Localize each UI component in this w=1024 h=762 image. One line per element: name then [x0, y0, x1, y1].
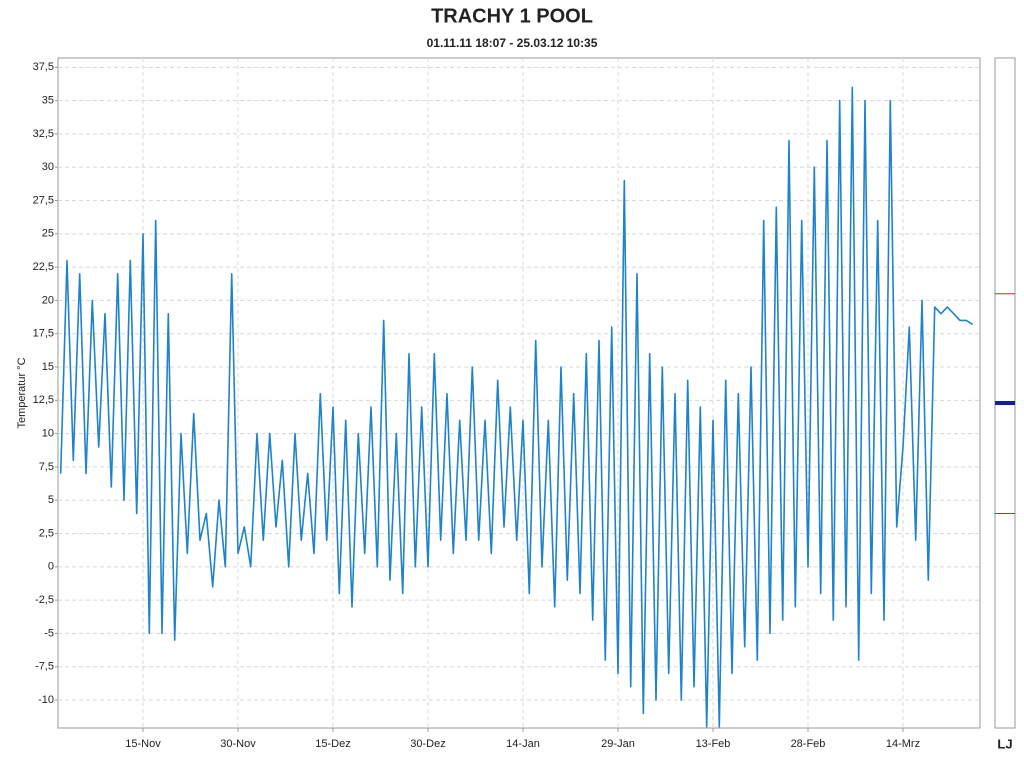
- y-tick-label: 20: [42, 294, 54, 306]
- y-tick-label: 17,5: [33, 328, 54, 340]
- y-axis-label: Temperatur °C: [16, 357, 28, 428]
- y-tick-label: 22,5: [33, 261, 54, 273]
- y-tick-label: 32,5: [33, 128, 54, 140]
- x-tick-label: 14-Jan: [506, 738, 540, 750]
- gauge-label: LJ: [997, 736, 1012, 751]
- chart-subtitle: 01.11.11 18:07 - 25.03.12 10:35: [427, 36, 598, 50]
- x-tick-label: 30-Nov: [220, 738, 256, 750]
- y-tick-label: -5: [44, 627, 54, 639]
- y-tick-label: 10: [42, 428, 54, 440]
- plot-frame: [57, 57, 981, 729]
- y-tick-label: 0: [48, 561, 54, 573]
- x-tick-label: 28-Feb: [791, 738, 826, 750]
- chart-title: TRACHY 1 POOL: [431, 5, 593, 27]
- y-tick-label: 35: [42, 95, 54, 107]
- x-tick-label: 30-Dez: [410, 738, 445, 750]
- y-tick-label: 30: [42, 161, 54, 173]
- y-tick-label: -2,5: [35, 594, 54, 606]
- y-tick-label: -10: [38, 694, 54, 706]
- temperature-line: [59, 86, 974, 728]
- x-tick-label: 14-Mrz: [886, 738, 920, 750]
- y-tick-label: 12,5: [33, 394, 54, 406]
- y-tick-label: 7,5: [39, 461, 54, 473]
- y-tick-label: 2,5: [39, 527, 54, 539]
- y-tick-label: 5: [48, 494, 54, 506]
- y-tick-label: 37,5: [33, 61, 54, 73]
- gauge-frame: [994, 57, 1016, 729]
- y-tick-label: -7,5: [35, 661, 54, 673]
- x-tick-label: 13-Feb: [696, 738, 731, 750]
- y-tick-label: 25: [42, 228, 54, 240]
- y-tick-label: 15: [42, 361, 54, 373]
- x-tick-label: 15-Dez: [315, 738, 350, 750]
- x-tick-label: 29-Jan: [601, 738, 635, 750]
- x-tick-label: 15-Nov: [125, 738, 161, 750]
- y-tick-label: 27,5: [33, 194, 54, 206]
